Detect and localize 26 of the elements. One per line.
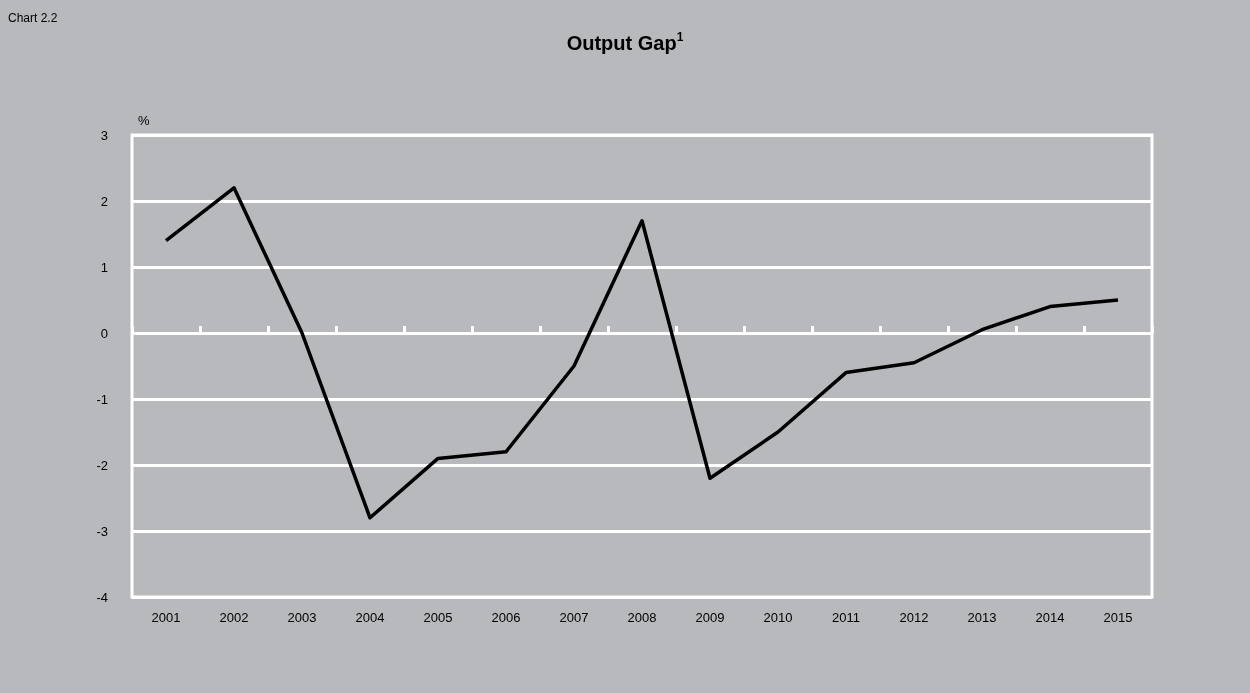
y-tick-label: 3 — [100, 127, 108, 143]
x-tick-label: 2010 — [763, 610, 793, 625]
y-tick-label: -1 — [96, 391, 108, 407]
y-tick-label: 2 — [100, 193, 108, 209]
y-axis-title: % — [138, 113, 150, 128]
y-tick-label: -4 — [96, 589, 108, 605]
x-tick-label: 2004 — [355, 610, 385, 625]
x-tick-label: 2014 — [1035, 610, 1065, 625]
line-series — [164, 186, 1120, 520]
x-tick-label: 2011 — [832, 610, 860, 625]
y-tick-label: 0 — [100, 325, 108, 341]
y-tick-label: 1 — [100, 259, 108, 275]
y-tick-label: -3 — [96, 523, 108, 539]
x-tick-label: 2005 — [423, 610, 453, 625]
x-tick-label: 2009 — [695, 610, 725, 625]
x-tick-label: 2007 — [559, 610, 589, 625]
y-tick-label: -2 — [96, 457, 108, 473]
x-tick-label: 2003 — [287, 610, 317, 625]
x-tick-label: 2008 — [627, 610, 657, 625]
x-tick-label: 2001 — [151, 610, 181, 625]
x-tick-label: 2012 — [899, 610, 929, 625]
x-tick-label: 2013 — [967, 610, 997, 625]
x-tick-label: 2006 — [491, 610, 521, 625]
caption: Chart 2.2 — [8, 11, 58, 25]
x-tick-label: 2002 — [219, 610, 249, 625]
x-tick-label: 2015 — [1103, 610, 1133, 625]
